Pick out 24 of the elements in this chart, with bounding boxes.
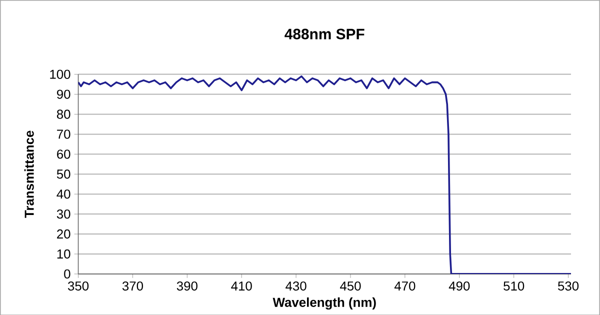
x-axis-title: Wavelength (nm) xyxy=(272,297,376,310)
y-tick-label: 40 xyxy=(56,189,70,198)
x-tick-label: 530 xyxy=(558,281,579,290)
y-tick-label: 60 xyxy=(57,149,70,159)
y-tick-label: 90 xyxy=(56,89,70,99)
y-axis-title: Transmittance xyxy=(24,130,34,218)
y-tick-label: 30 xyxy=(56,209,70,218)
x-tick-label: 350 xyxy=(68,281,89,290)
y-tick-label: 10 xyxy=(57,249,70,258)
y-tick-label: 20 xyxy=(57,229,70,238)
x-tick-label: 410 xyxy=(231,281,252,290)
y-tick-label: 80 xyxy=(56,109,70,119)
y-tick-label: 0 xyxy=(64,269,70,278)
x-tick-label: 510 xyxy=(504,281,524,290)
chart-title: 488nm SPF xyxy=(284,28,364,40)
x-tick-label: 390 xyxy=(176,281,198,290)
x-tick-label: 470 xyxy=(394,281,416,290)
x-tick-label: 490 xyxy=(448,281,470,290)
x-tick-label: 450 xyxy=(340,281,361,290)
y-tick-label: 100 xyxy=(50,70,70,79)
x-tick-label: 370 xyxy=(122,281,144,290)
y-tick-label: 70 xyxy=(57,129,70,139)
x-tick-label: 430 xyxy=(286,281,306,290)
y-tick-label: 50 xyxy=(56,169,70,179)
